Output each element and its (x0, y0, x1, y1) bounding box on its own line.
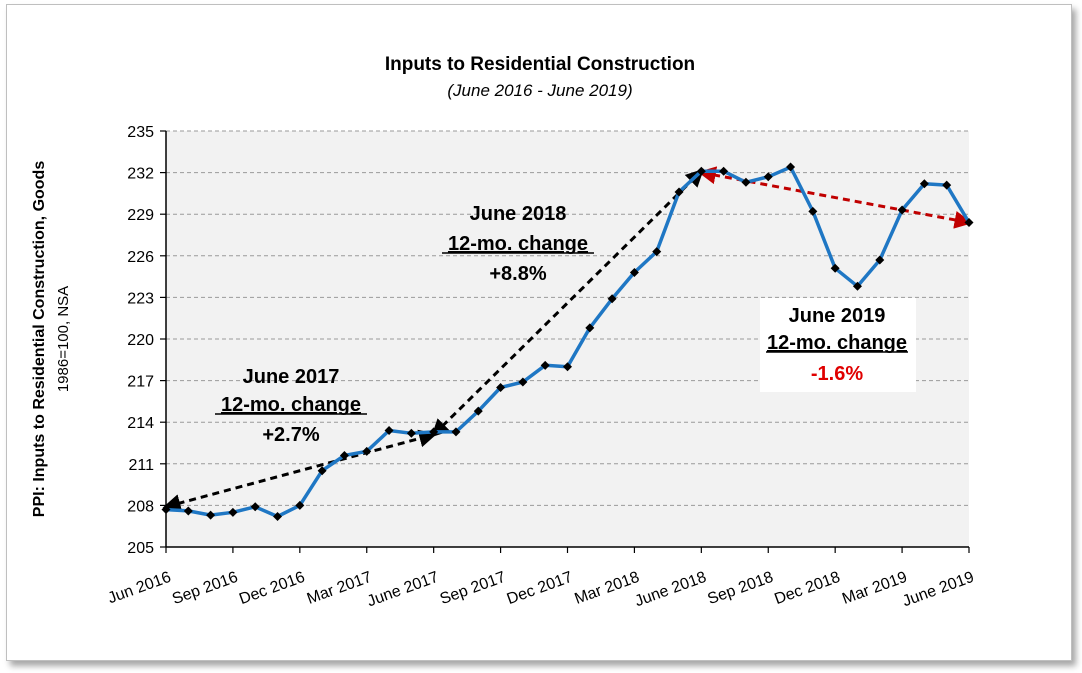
trend-lines (162, 166, 973, 512)
y-tick-label-223: 223 (127, 290, 154, 307)
data-point-29 (808, 206, 818, 216)
y-tick-label-235: 235 (127, 124, 154, 141)
data-point-30 (830, 263, 840, 273)
x-tick-label-3: Mar 2017 (305, 569, 374, 608)
x-tick-label-4: June 2017 (365, 569, 441, 611)
data-point-16 (518, 377, 528, 387)
annotation-june-2018: June 2018 12-mo. change +8.8% (442, 203, 594, 285)
data-point-6 (295, 500, 305, 510)
data-point-26 (741, 177, 751, 187)
x-tick-label-2: Dec 2016 (237, 569, 307, 608)
annotation-2019-title: June 2019 (789, 305, 886, 327)
data-point-28 (786, 162, 796, 172)
x-tick-label-12: June 2019 (900, 569, 976, 611)
y-tick-label-211: 211 (128, 457, 154, 474)
data-point-3 (228, 507, 238, 517)
data-point-35 (942, 180, 952, 190)
data-point-23 (674, 187, 684, 197)
y-tick-label-229: 229 (127, 207, 154, 224)
data-point-27 (763, 172, 773, 182)
x-tick-label-5: Sep 2017 (438, 569, 508, 608)
annotation-2018-subtitle: 12-mo. change (448, 233, 588, 255)
x-tick-label-1: Sep 2016 (170, 569, 240, 608)
x-tick-label-7: Mar 2018 (572, 569, 641, 608)
x-tick-label-6: Dec 2017 (505, 569, 575, 608)
chart-subtitle: (June 2016 - June 2019) (447, 81, 632, 100)
annotation-june-2017: June 2017 12-mo. change +2.7% (215, 366, 367, 446)
annotation-june-2019: June 2019 12-mo. change -1.6% (760, 298, 916, 392)
data-point-7 (317, 466, 327, 476)
y-tick-label-205: 205 (127, 540, 154, 557)
y-axis-sublabel: 1986=100, NSA (55, 286, 72, 392)
y-axis-label: PPI: Inputs to Residential Construction,… (31, 161, 48, 518)
x-tick-label-0: Jun 2016 (106, 569, 174, 608)
data-point-13 (451, 427, 461, 437)
data-point-19 (585, 323, 595, 333)
data-point-21 (629, 267, 639, 277)
y-tick-label-220: 220 (127, 332, 154, 349)
data-point-15 (496, 383, 506, 393)
data-point-24 (696, 166, 706, 176)
data-point-20 (607, 294, 617, 304)
data-point-1 (183, 506, 193, 516)
data-point-10 (384, 426, 394, 436)
data-point-8 (339, 450, 349, 460)
data-point-36 (964, 218, 974, 228)
data-point-32 (875, 255, 885, 265)
data-point-34 (919, 179, 929, 189)
y-tick-label-217: 217 (127, 374, 154, 391)
data-point-9 (362, 446, 372, 456)
data-point-2 (206, 510, 216, 520)
data-point-18 (563, 362, 572, 372)
data-point-4 (250, 502, 260, 512)
data-point-17 (540, 360, 550, 370)
x-tick-label-9: Sep 2018 (705, 569, 775, 608)
annotation-2018-value: +8.8% (489, 263, 546, 285)
data-point-0 (161, 505, 171, 515)
annotation-2018-title: June 2018 (470, 203, 567, 225)
y-axis-ticks: 205 208 211 214 217 220 223 226 229 232 235 (127, 124, 166, 557)
annotation-2017-title: June 2017 (243, 366, 340, 388)
chart-title: Inputs to Residential Construction (385, 54, 695, 75)
x-tick-label-8: June 2018 (633, 569, 709, 611)
annotation-2019-background (760, 298, 916, 392)
x-tick-label-10: Dec 2018 (772, 569, 842, 608)
data-point-22 (652, 247, 662, 257)
trend-arrow-1 (431, 168, 704, 438)
series-group (161, 162, 974, 521)
annotation-2019-value: -1.6% (811, 363, 863, 385)
data-point-14 (473, 406, 483, 416)
data-point-12 (429, 427, 439, 437)
y-tick-label-208: 208 (127, 498, 154, 515)
data-point-11 (406, 428, 416, 438)
data-point-25 (719, 166, 729, 176)
y-tick-label-232: 232 (127, 166, 154, 183)
annotation-2017-value: +2.7% (262, 424, 319, 446)
x-tick-label-11: Mar 2019 (840, 569, 909, 608)
y-tick-label-226: 226 (127, 249, 154, 266)
trend-arrow-0 (162, 429, 438, 512)
data-point-33 (897, 205, 907, 215)
y-tick-label-214: 214 (127, 415, 154, 432)
data-point-31 (852, 281, 862, 291)
y-axis-label-group: PPI: Inputs to Residential Construction,… (31, 161, 72, 518)
trend-arrow-2 (697, 166, 973, 229)
annotation-2017-subtitle: 12-mo. change (221, 394, 361, 416)
data-point-5 (273, 511, 283, 521)
annotation-2019-subtitle: 12-mo. change (767, 332, 907, 354)
